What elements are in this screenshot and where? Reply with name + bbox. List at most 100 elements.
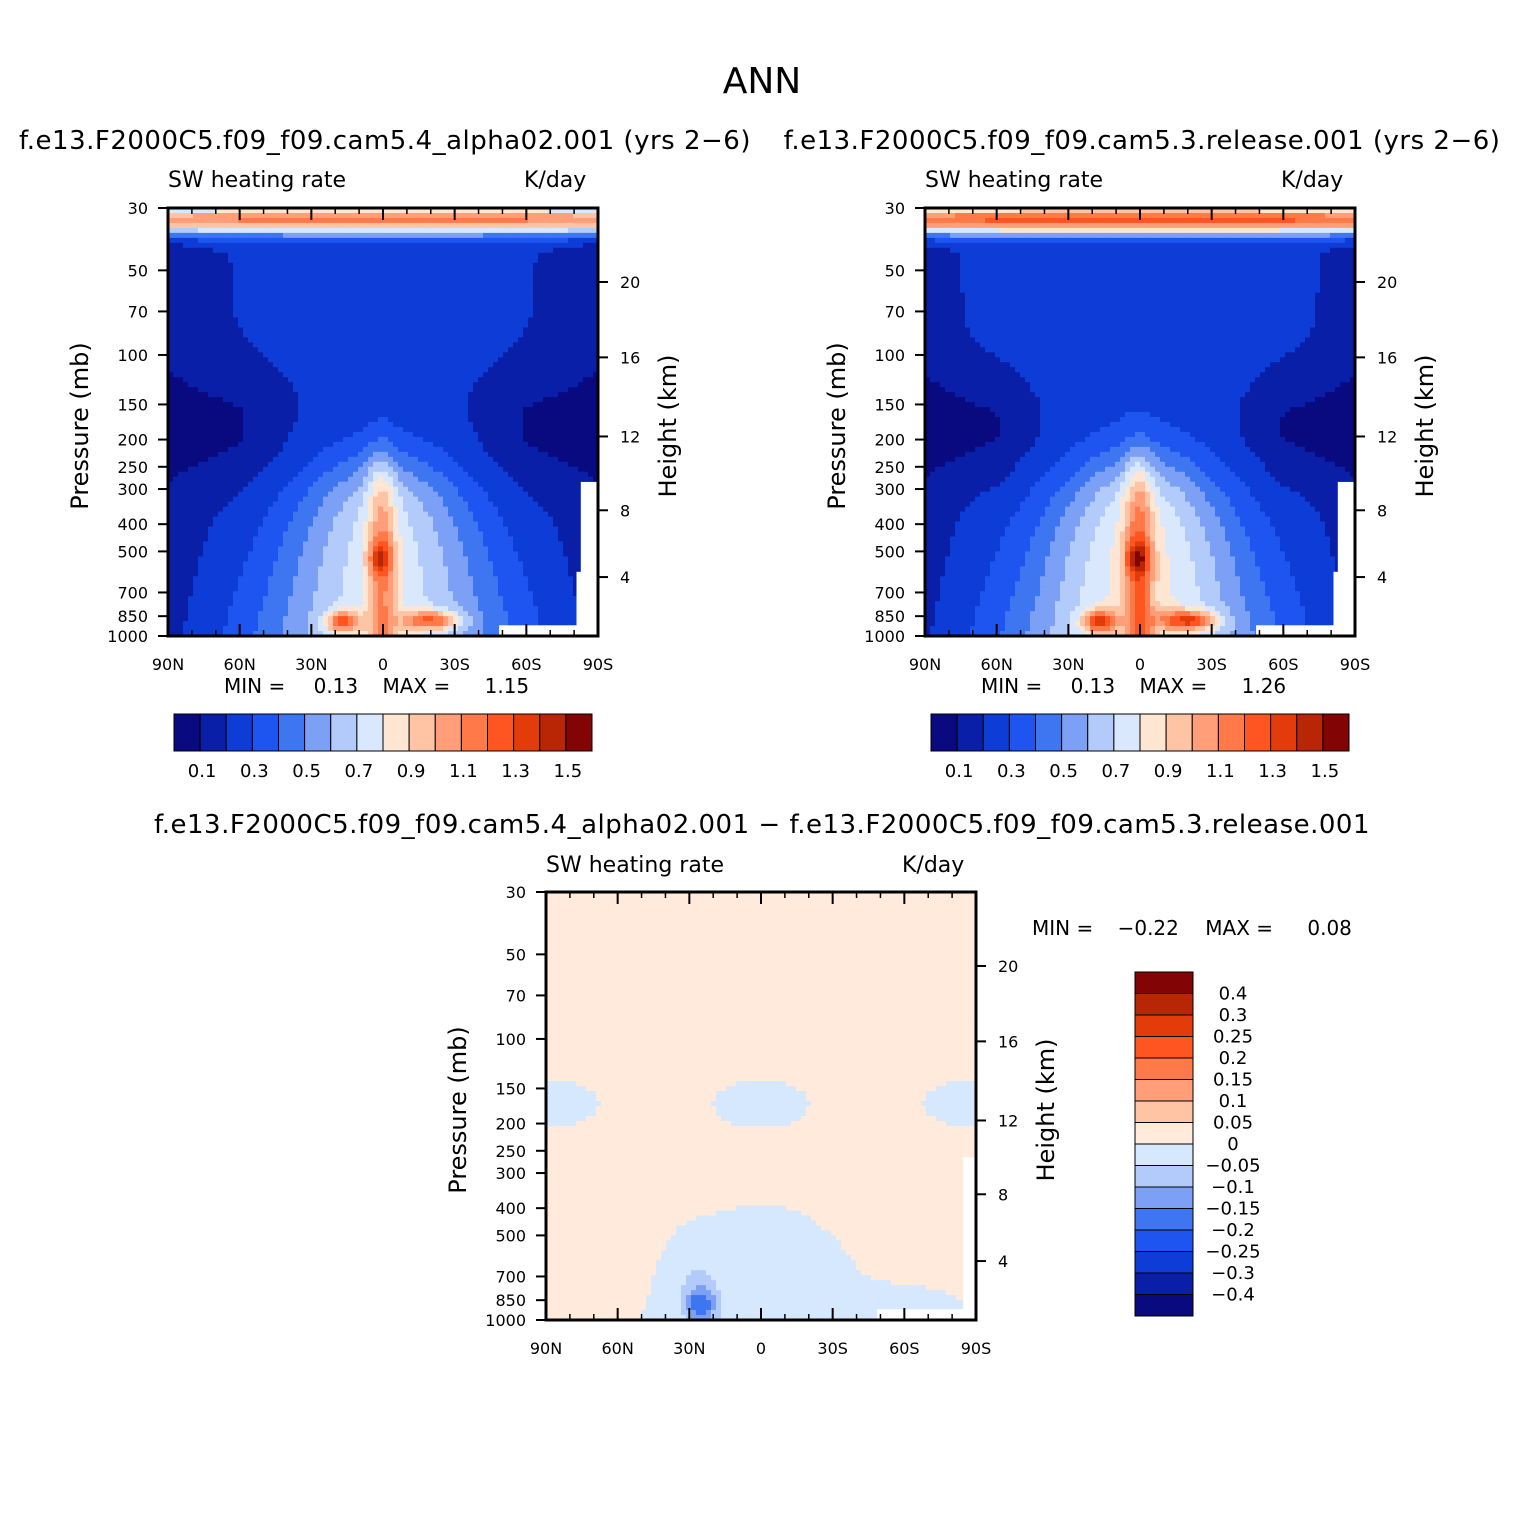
field-cell — [538, 222, 544, 229]
field-cell — [463, 257, 469, 264]
field-cell — [518, 317, 524, 324]
field-cell — [278, 451, 284, 458]
field-cell — [473, 402, 479, 408]
field-cell — [388, 461, 394, 468]
field-cell — [468, 232, 474, 239]
field-cell — [408, 257, 414, 264]
field-cell — [438, 446, 444, 453]
field-cell — [318, 491, 324, 498]
field-cell — [278, 287, 284, 294]
field-cell — [583, 407, 589, 413]
field-cell — [423, 397, 429, 403]
field-cell — [428, 282, 434, 289]
field-cell — [378, 217, 384, 224]
field-cell — [423, 476, 429, 483]
field-cell — [453, 292, 459, 299]
field-cell — [298, 426, 304, 433]
field-cell — [483, 486, 489, 493]
field-cell — [243, 436, 249, 443]
field-cell — [348, 312, 354, 319]
field-cell — [173, 252, 179, 259]
field-cell — [183, 232, 189, 239]
field-cell — [238, 292, 244, 299]
field-cell — [433, 436, 439, 443]
field-cell — [483, 302, 489, 309]
field-cell — [458, 322, 464, 329]
field-cell — [478, 476, 484, 483]
field-cell — [508, 237, 514, 244]
field-cell — [268, 262, 274, 269]
field-cell — [213, 466, 219, 473]
field-cell — [588, 257, 594, 264]
field-cell — [588, 431, 594, 438]
field-cell — [383, 292, 389, 299]
field-cell — [193, 446, 199, 453]
field-cell — [283, 367, 289, 373]
field-cell — [503, 352, 509, 358]
field-cell — [393, 292, 399, 299]
field-cell — [368, 402, 374, 408]
field-cell — [383, 262, 389, 269]
field-cell — [448, 446, 454, 453]
field-cell — [553, 332, 559, 338]
field-cell — [388, 441, 394, 448]
field-cell — [273, 486, 279, 493]
field-cell — [183, 461, 189, 468]
field-cell — [303, 352, 309, 358]
field-cell — [388, 367, 394, 373]
field-cell — [448, 377, 454, 383]
field-cell — [313, 456, 319, 463]
field-cell — [218, 312, 224, 319]
field-cell — [283, 362, 289, 368]
field-cell — [398, 302, 404, 309]
field-cell — [283, 417, 289, 423]
field-cell — [318, 277, 324, 284]
field-cell — [528, 312, 534, 319]
field-cell — [503, 377, 509, 383]
field-cell — [338, 352, 344, 358]
field-cell — [168, 252, 174, 259]
field-cell — [433, 322, 439, 329]
field-cell — [378, 208, 384, 214]
field-cell — [383, 227, 389, 234]
field-cell — [548, 422, 554, 428]
field-cell — [258, 481, 264, 488]
field-cell — [403, 347, 409, 353]
field-cell — [398, 307, 404, 314]
field-cell — [453, 337, 459, 343]
field-cell — [403, 402, 409, 408]
field-cell — [293, 481, 299, 488]
field-cell — [498, 322, 504, 329]
field-cell — [533, 407, 539, 413]
field-cell — [388, 402, 394, 408]
field-cell — [363, 282, 369, 289]
field-cell — [248, 277, 254, 284]
field-cell — [248, 372, 254, 378]
field-cell — [583, 222, 589, 229]
field-cell — [563, 222, 569, 229]
field-cell — [433, 287, 439, 294]
field-cell — [188, 392, 194, 398]
field-cell — [553, 262, 559, 269]
field-cell — [233, 257, 239, 264]
field-cell — [328, 312, 334, 319]
field-cell — [473, 342, 479, 348]
field-cell — [208, 451, 214, 458]
field-cell — [283, 357, 289, 363]
field-cell — [503, 237, 509, 244]
field-cell — [563, 461, 569, 468]
field-cell — [448, 491, 454, 498]
field-cell — [483, 262, 489, 269]
field-cell — [193, 387, 199, 393]
field-cell — [333, 377, 339, 383]
field-cell — [388, 317, 394, 324]
field-cell — [193, 352, 199, 358]
field-cell — [328, 282, 334, 289]
field-cell — [183, 491, 189, 498]
field-cell — [493, 277, 499, 284]
field-cell — [493, 208, 499, 214]
field-cell — [583, 357, 589, 363]
field-cell — [238, 232, 244, 239]
field-cell — [323, 212, 329, 219]
field-cell — [263, 322, 269, 329]
